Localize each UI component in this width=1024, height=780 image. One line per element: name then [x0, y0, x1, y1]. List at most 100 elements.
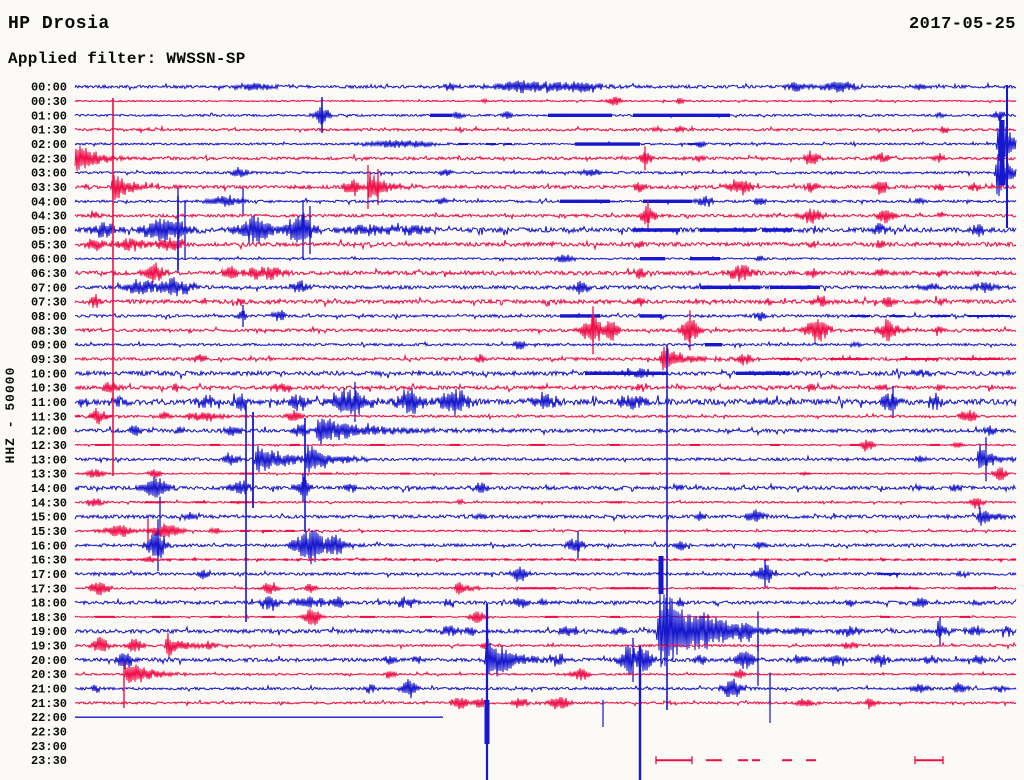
time-label: 17:30 — [31, 582, 67, 596]
seismic-trace — [74, 205, 1017, 225]
time-label: 00:30 — [31, 95, 67, 109]
time-label: 21:30 — [31, 697, 67, 711]
time-label: 18:30 — [31, 611, 67, 625]
trace-row-0630: 06:30 — [31, 262, 1017, 283]
seismic-trace — [74, 237, 1017, 252]
time-label: 18:00 — [31, 597, 67, 611]
time-label: 04:30 — [31, 210, 67, 224]
seismic-trace — [74, 80, 1017, 94]
seismic-trace — [74, 262, 1017, 283]
time-label: 20:30 — [31, 668, 67, 682]
time-label: 12:00 — [31, 425, 67, 439]
time-label: 06:00 — [31, 253, 67, 267]
trace-row-2000: 20:00 — [31, 633, 1017, 686]
seismic-trace — [74, 664, 1017, 683]
time-label: 13:00 — [31, 453, 67, 467]
time-label: 07:30 — [31, 296, 67, 310]
time-label: 19:00 — [31, 625, 67, 639]
seismic-trace — [74, 591, 1017, 668]
trace-row-1130: 11:30 — [31, 408, 1017, 425]
trace-row-0530: 05:30 — [31, 237, 1017, 252]
time-label: 14:30 — [31, 496, 67, 510]
time-label: 06:30 — [31, 267, 67, 281]
trace-row-1100: 11:00 — [31, 381, 1017, 422]
trace-row-1900: 19:00 — [31, 591, 1017, 668]
trace-row-2030: 20:30 — [31, 664, 1017, 683]
trace-row-1930: 19:30 — [31, 632, 1017, 658]
trace-row-0700: 07:00 — [31, 277, 1017, 297]
seismic-trace — [74, 387, 1017, 416]
time-label: 10:30 — [31, 382, 67, 396]
seismic-trace — [74, 678, 1017, 699]
date-label: 2017-05-25 — [908, 15, 1016, 34]
trace-row-0330: 03:30 — [31, 165, 1017, 210]
time-label: 09:30 — [31, 353, 67, 367]
time-label: 05:30 — [31, 238, 67, 252]
trace-row-0900: 09:00 — [31, 339, 1017, 353]
seismic-trace — [74, 523, 1017, 538]
trace-row-0830: 08:30 — [31, 306, 1017, 355]
trace-row-0130: 01:30 — [31, 124, 1017, 138]
seismic-trace — [74, 277, 1017, 297]
seismic-trace — [74, 213, 1017, 245]
time-label: 11:00 — [31, 396, 67, 410]
trace-row-0230: 02:30 — [31, 145, 1017, 171]
time-label: 16:30 — [31, 554, 67, 568]
trace-row-2100: 21:00 — [31, 672, 1017, 705]
trace-row-1530: 15:30 — [31, 518, 1017, 543]
seismic-trace — [74, 529, 1017, 565]
trace-row-2330: 23:30 — [31, 754, 944, 768]
time-label: 07:00 — [31, 281, 67, 295]
seismic-trace — [74, 564, 1017, 584]
time-label: 01:00 — [31, 109, 67, 123]
time-label: 19:30 — [31, 640, 67, 654]
time-label: 11:30 — [31, 410, 67, 424]
trace-row-0730: 07:30 — [31, 294, 1017, 310]
time-label: 03:30 — [31, 181, 67, 195]
time-label: 15:30 — [31, 525, 67, 539]
time-label: 23:30 — [31, 754, 67, 768]
time-label: 09:00 — [31, 339, 67, 353]
time-label: 05:00 — [31, 224, 67, 238]
trace-row-1430: 14:30 — [31, 496, 1017, 510]
trace-row-1330: 13:30 — [31, 467, 1017, 482]
time-label: 00:00 — [31, 81, 67, 95]
seismic-trace — [74, 254, 1017, 263]
time-label: 17:00 — [31, 568, 67, 582]
seismic-trace — [74, 310, 1017, 322]
trace-row-0600: 06:00 — [31, 253, 1017, 267]
time-label: 08:30 — [31, 324, 67, 338]
time-label: 03:00 — [31, 167, 67, 181]
time-label: 21:00 — [31, 683, 67, 697]
time-label: 15:00 — [31, 511, 67, 525]
seismic-trace — [74, 171, 1017, 200]
trace-row-0200: 02:00 — [31, 112, 1017, 168]
seismic-trace — [74, 418, 1017, 446]
trace-row-2230: 22:30 — [31, 726, 67, 740]
seismic-trace — [74, 367, 1017, 381]
trace-row-1630: 16:30 — [31, 554, 1017, 568]
time-label: 04:00 — [31, 195, 67, 209]
trace-row-1230: 12:30 — [31, 439, 1017, 453]
trace-row-1730: 17:30 — [31, 582, 1017, 596]
seismic-trace — [74, 105, 1017, 125]
trace-row-1400: 14:00 — [31, 473, 1017, 502]
trace-row-0300: 03:00 — [31, 153, 1017, 197]
seismic-trace — [74, 195, 1017, 207]
trace-row-1830: 18:30 — [31, 608, 1016, 626]
seismic-trace — [74, 408, 1017, 425]
trace-row-1700: 17:00 — [31, 559, 1017, 588]
seismic-trace — [74, 632, 1017, 658]
seismic-trace — [74, 294, 1017, 308]
trace-row-1800: 18:00 — [31, 596, 1017, 611]
seismic-trace — [74, 153, 1017, 197]
trace-row-0000: 00:00 — [31, 80, 1017, 95]
seismic-trace — [74, 443, 1017, 473]
trace-row-2200: 22:00 — [31, 711, 443, 725]
trace-row-0800: 08:00 — [31, 304, 1017, 327]
time-label: 13:30 — [31, 468, 67, 482]
trace-row-0030: 00:30 — [31, 95, 1017, 109]
trace-row-0400: 04:00 — [31, 187, 1017, 216]
seismic-trace — [74, 145, 1017, 171]
time-label: 02:00 — [31, 138, 67, 152]
